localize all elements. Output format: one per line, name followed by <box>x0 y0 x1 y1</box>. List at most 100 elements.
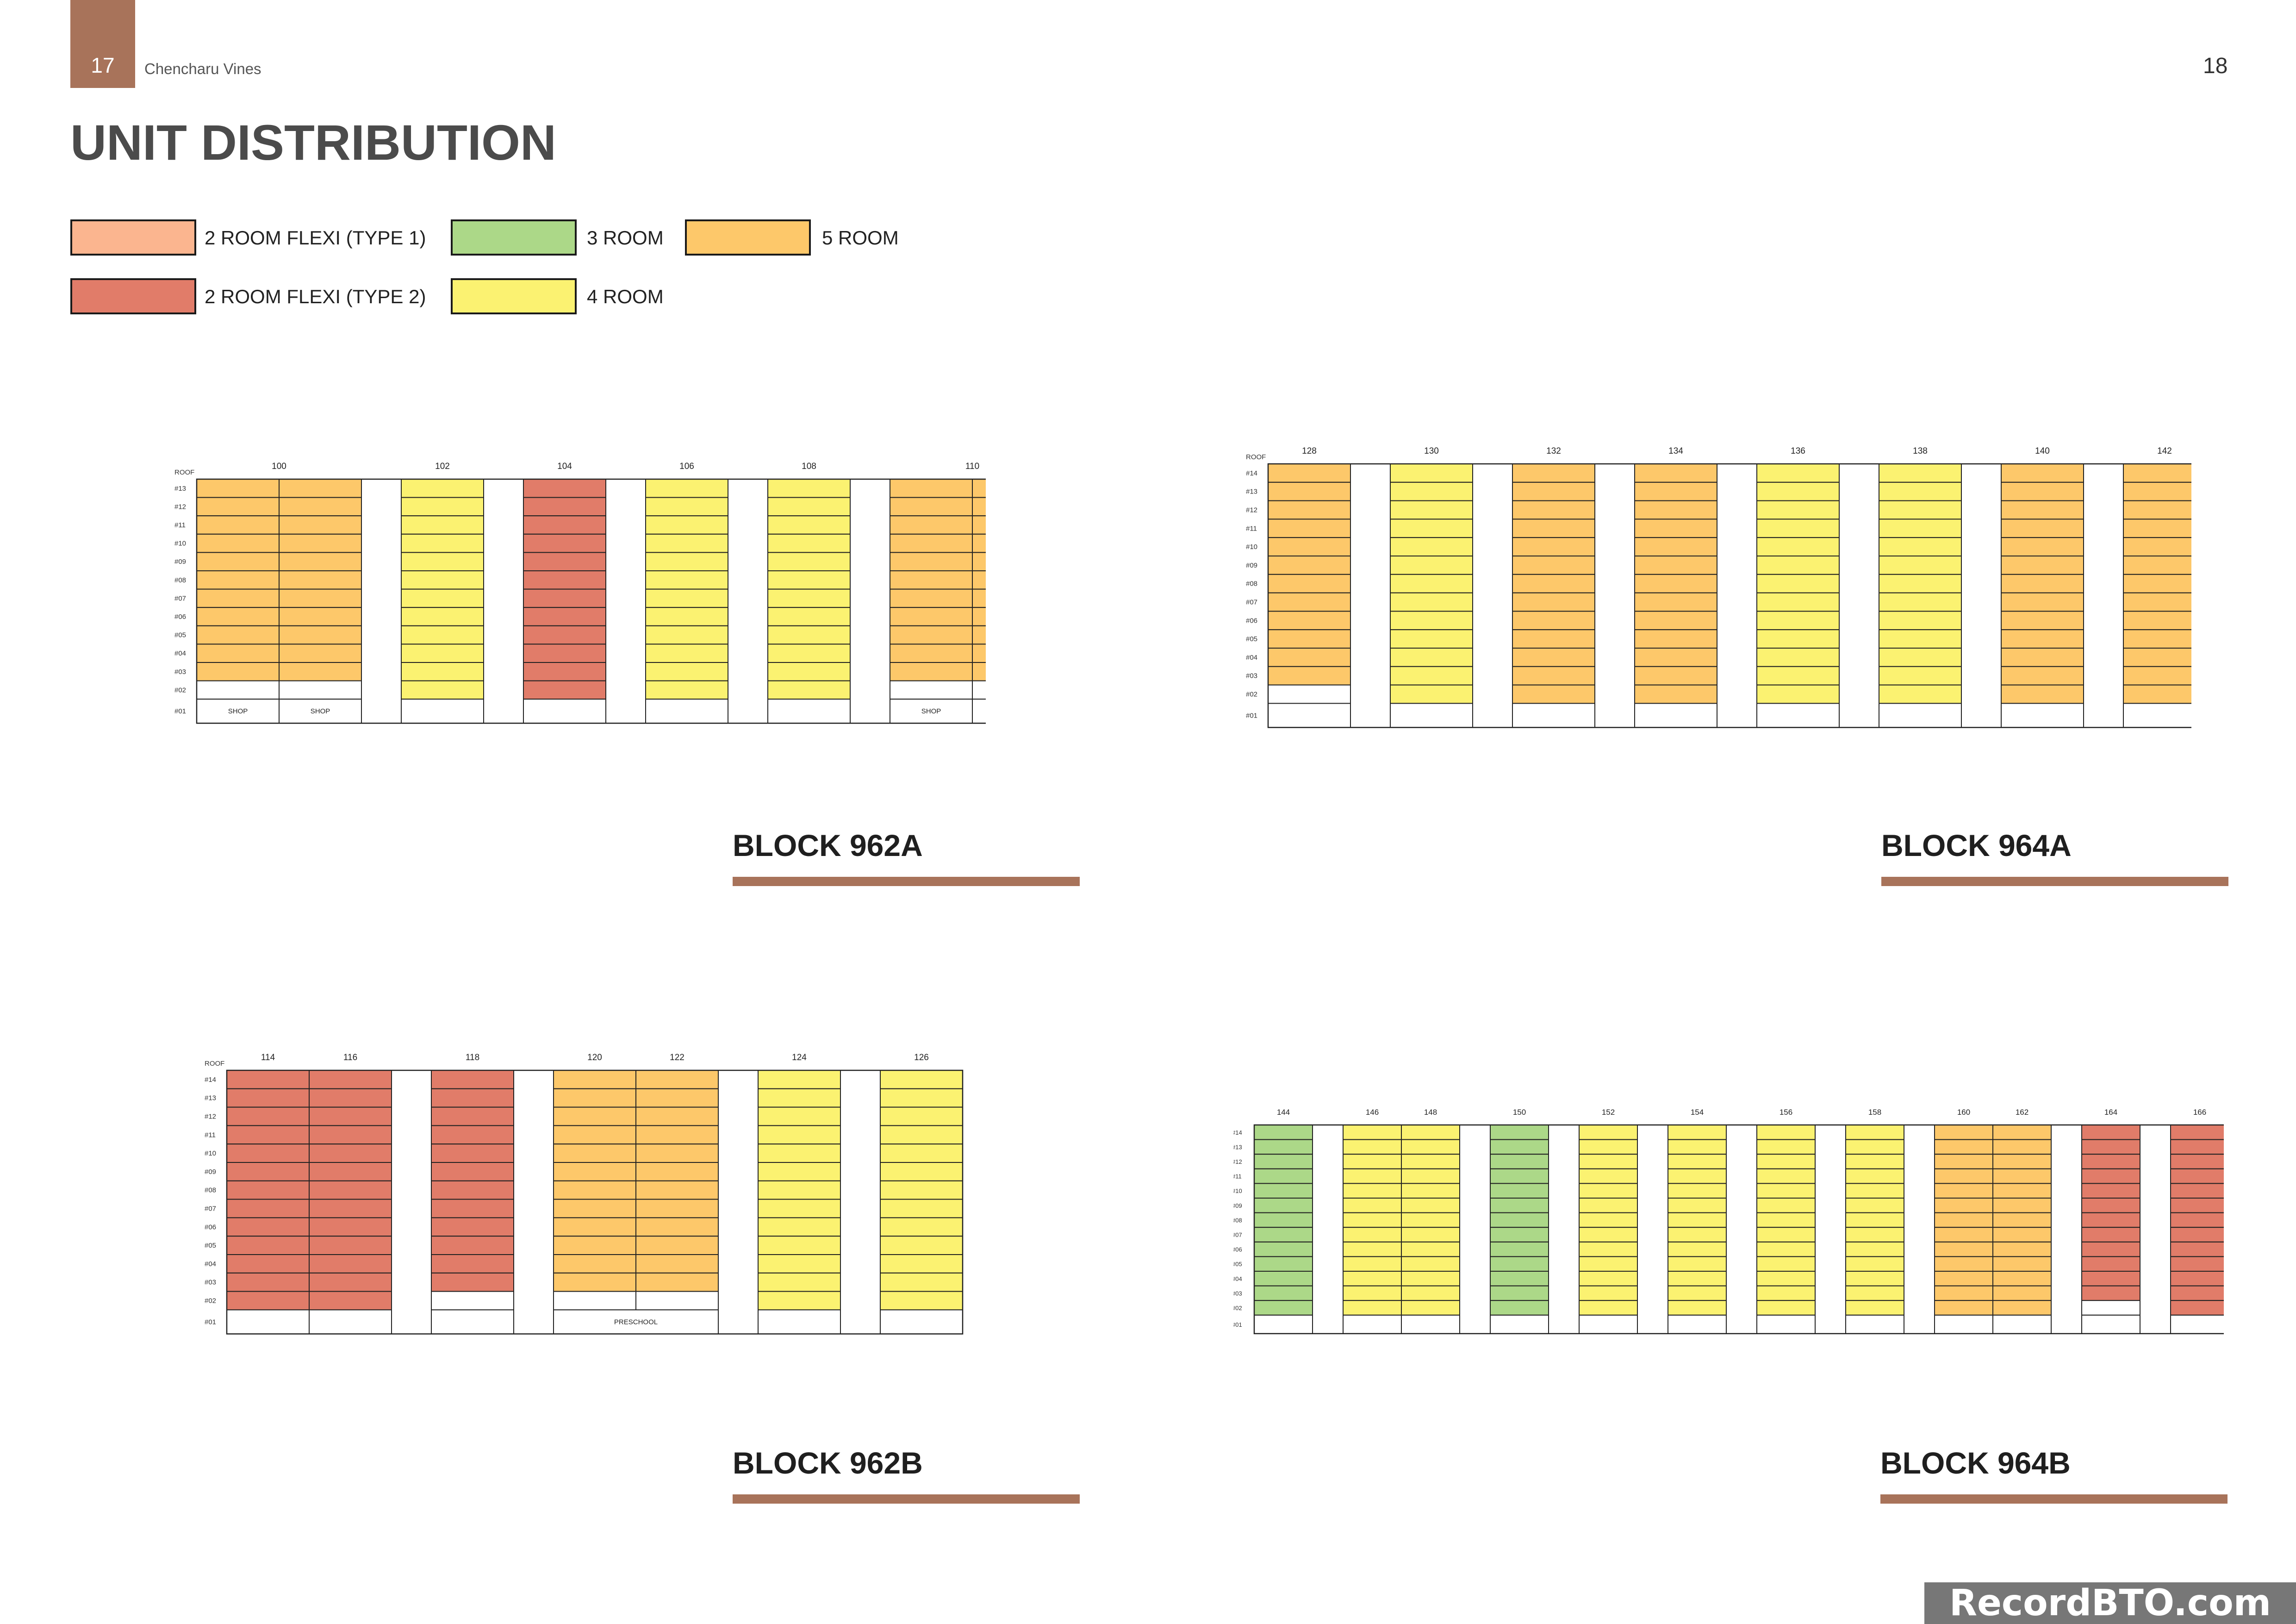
unit-cell <box>1390 666 1473 686</box>
floor-label: #09 <box>1246 562 1257 569</box>
unit-cell <box>2170 1300 2224 1316</box>
unit-cell <box>226 1106 310 1126</box>
unit-cell <box>1254 1124 1313 1140</box>
unit-cell <box>309 1162 392 1181</box>
unit-cell <box>1992 1271 2052 1287</box>
unit-cell <box>1579 1285 1638 1301</box>
ground-unit <box>553 1309 719 1335</box>
unit-cell <box>2081 1212 2140 1228</box>
unit-cell <box>431 1125 514 1145</box>
floor-label: #03 <box>1246 672 1257 680</box>
unit-cell <box>1668 1212 1727 1228</box>
stack-number: 102 <box>435 462 450 471</box>
unit-cell <box>2081 1168 2140 1184</box>
stack-number: 136 <box>1791 446 1805 456</box>
ground-unit <box>1254 1314 1313 1334</box>
unit-cell <box>309 1088 392 1108</box>
unit-cell <box>767 625 851 645</box>
unit-cell <box>1490 1139 1549 1155</box>
unit-cell <box>635 1106 719 1126</box>
block-964a-underline <box>1881 877 2228 886</box>
unit-cell <box>401 497 484 517</box>
unit-stack: 166 <box>2170 1108 2224 1334</box>
stack-number: 150 <box>1513 1108 1526 1117</box>
unit-cell <box>523 515 606 535</box>
unit-cell <box>309 1217 392 1237</box>
unit-cell <box>553 1143 636 1163</box>
unit-cell <box>1343 1271 1402 1287</box>
unit-cell <box>1401 1139 1460 1155</box>
watermark: RecordBTO.com <box>1924 1582 2296 1624</box>
unit-cell <box>2170 1271 2224 1287</box>
ground-unit <box>1756 1314 1816 1334</box>
unit-cell <box>2081 1227 2140 1243</box>
unit-cell <box>226 1291 310 1311</box>
floor-label: #13 <box>1246 488 1257 496</box>
unit-cell <box>523 533 606 553</box>
unit-cell <box>279 662 362 681</box>
unit-cell <box>890 515 973 535</box>
unit-cell <box>1634 592 1717 612</box>
unit-cell <box>1254 1227 1313 1243</box>
unit-cell <box>880 1106 963 1126</box>
unit-cell <box>1934 1154 1993 1169</box>
unit-cell <box>1512 592 1595 612</box>
floor-label: #04 <box>1246 654 1257 662</box>
unit-cell <box>645 607 728 626</box>
unit-cell <box>758 1199 841 1218</box>
unit-cell <box>1254 1271 1313 1287</box>
stack-number: 122 <box>670 1053 684 1062</box>
unit-cell <box>226 1217 310 1237</box>
stack-number: 126 <box>914 1053 929 1062</box>
unit-cell <box>1490 1271 1549 1287</box>
unit-cell <box>1390 481 1473 501</box>
unit-cell <box>1401 1271 1460 1287</box>
unit-cell <box>1879 481 1962 501</box>
unit-cell <box>431 1106 514 1126</box>
unit-cell <box>523 625 606 645</box>
page-title: UNIT DISTRIBUTION <box>70 114 556 170</box>
floor-label: #06 <box>174 613 186 621</box>
unit-stack: 136 <box>1756 446 1840 728</box>
unit-cell <box>890 625 973 645</box>
unit-cell <box>431 1199 514 1218</box>
unit-cell <box>880 1217 963 1237</box>
unit-cell <box>1845 1212 1904 1228</box>
block-962b-stack-chart: ROOF #14 #13 #12 #11 #10 #09 #08 #07 #06 #05 #04 #03… <box>205 1053 964 1335</box>
unit-cell <box>972 515 986 535</box>
unit-cell <box>226 1272 310 1292</box>
unit-cell <box>1401 1198 1460 1213</box>
unit-cell <box>1512 684 1595 704</box>
unit-cell <box>972 680 986 700</box>
unit-cell <box>1756 592 1840 612</box>
unit-cell <box>1343 1285 1402 1301</box>
unit-cell <box>767 570 851 590</box>
floor-label: #07 <box>174 594 186 602</box>
unit-stack: 134 <box>1634 446 1717 728</box>
unit-stack: 152 <box>1579 1108 1638 1334</box>
floor-label: #01 <box>1233 1321 1242 1328</box>
unit-cell <box>2001 463 2084 483</box>
unit-cell <box>767 680 851 700</box>
unit-cell <box>1490 1241 1549 1257</box>
ground-unit <box>758 1309 841 1335</box>
unit-cell <box>401 607 484 626</box>
unit-cell <box>279 570 362 590</box>
unit-cell <box>553 1070 636 1089</box>
unit-cell <box>1579 1212 1638 1228</box>
unit-cell <box>1992 1285 2052 1301</box>
unit-cell <box>1343 1256 1402 1272</box>
unit-cell <box>635 1125 719 1145</box>
ground-unit <box>1879 703 1962 728</box>
unit-cell <box>758 1272 841 1292</box>
unit-cell <box>1934 1285 1993 1301</box>
unit-cell <box>1668 1227 1727 1243</box>
unit-cell <box>1268 500 1351 520</box>
floor-label: #01 <box>205 1318 216 1326</box>
ground-unit <box>401 699 484 724</box>
unit-stack: 126 <box>880 1053 963 1335</box>
unit-cell <box>2081 1183 2140 1199</box>
unit-cell <box>553 1088 636 1108</box>
unit-stack: 144 <box>1254 1108 1313 1334</box>
unit-cell <box>767 643 851 663</box>
